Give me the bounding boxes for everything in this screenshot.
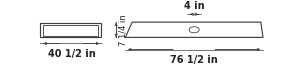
Text: 76 1/2 in: 76 1/2 in <box>170 55 218 65</box>
Text: 7 1/4 in: 7 1/4 in <box>119 14 128 46</box>
Text: 40 1/2 in: 40 1/2 in <box>48 49 95 59</box>
Text: 4 in: 4 in <box>184 1 205 11</box>
